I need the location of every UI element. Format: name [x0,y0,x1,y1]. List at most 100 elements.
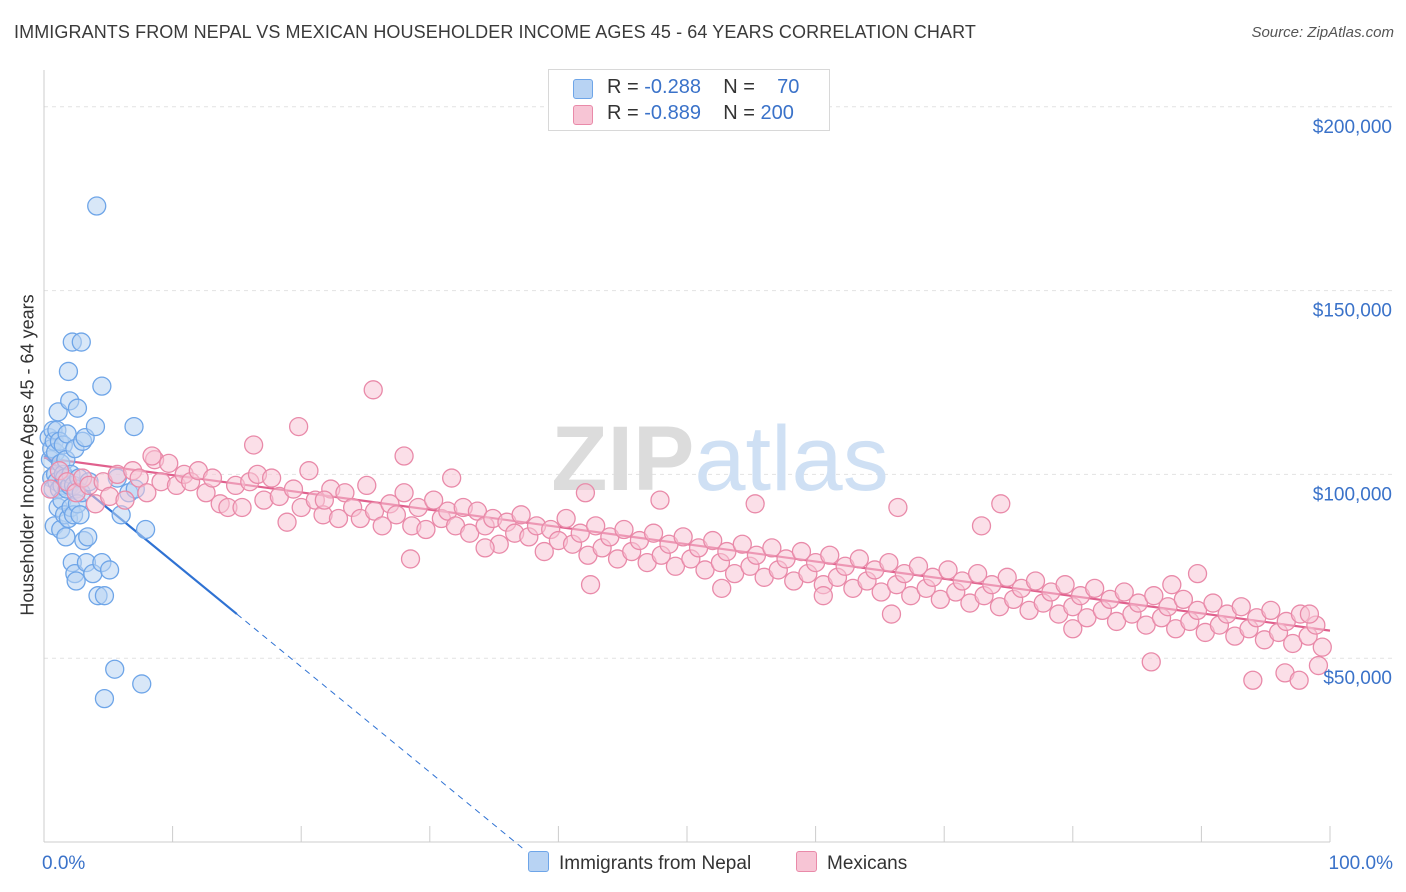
mexican-point [908,556,929,576]
mexican-point [1085,578,1105,598]
mexican-point [1144,586,1164,606]
nepal-point [94,688,115,709]
mexican-point [991,494,1011,514]
mexican-point [1025,571,1046,591]
nepal-point [58,361,79,382]
bottom-legend-mexicans: Mexicans [796,851,907,875]
mexican-point [650,490,670,510]
mexican-point [665,556,686,576]
mexican-point [1283,633,1303,654]
nepal-point [85,416,106,437]
mexican-point [363,380,383,400]
nepal-point [135,519,156,540]
mexican-point [967,563,988,584]
mexican-point [400,549,421,569]
mexican-point [416,519,436,540]
mexican-point [776,549,796,569]
nepal-point [70,505,90,525]
legend-r-value-nepal: -0.288 [644,76,701,98]
mexican-point [575,483,596,503]
mexican-point [732,534,752,554]
mexican-point [232,497,252,518]
x-tick-label-min: 0.0% [42,853,85,874]
nepal-point [94,586,115,606]
mexican-point [261,468,282,488]
mexican-point [1063,619,1083,639]
legend-n-value-mexicans: 200 [760,102,794,124]
mexican-point [283,479,304,499]
mexican-point [1299,604,1320,624]
nepal-point [92,376,112,396]
mexican-point [643,523,664,543]
stats-legend: R = -0.288 N = 70 R = -0.889 N = 200 [548,69,830,131]
mexican-point [971,516,992,536]
mexican-point [922,567,943,587]
mexican-point [1077,608,1097,628]
mexican-point [299,461,319,481]
mexican-point [1128,593,1149,613]
legend-r-value-mexicans: -0.889 [644,102,701,124]
mexican-point [1203,593,1223,613]
mexican-point [314,490,334,510]
nepal-point [78,527,98,547]
mexican-point [288,416,309,437]
mexican-point [849,549,869,569]
y-tick-label: $50,000 [1323,668,1392,689]
mexican-point [1231,597,1251,617]
mexican-point [277,512,297,532]
mexican-point [424,490,444,510]
nepal-point [67,398,88,418]
mexican-point [580,575,601,595]
mexican-point [1136,615,1156,635]
mexican-point [1114,582,1134,602]
mexican-point [703,530,723,551]
nepal-point [71,332,91,352]
mexican-point [1187,563,1208,584]
mexican-point [408,497,428,518]
nepal-point [124,416,144,437]
mexican-point [1141,652,1161,672]
mexican-point [938,560,958,580]
mexican-point [570,523,590,543]
mexican-point [1187,600,1208,621]
mexican-point [137,483,157,503]
legend-n-label-nepal: N = [723,76,755,98]
nepal-point [99,560,120,580]
legend-r-label-nepal: R = [607,76,639,98]
mexican-point [159,453,179,474]
mexican-point [695,560,715,580]
mexican-point [40,479,61,499]
nepal-point [105,659,125,679]
mexican-point [888,497,908,518]
nepal-trendline-extension [236,613,527,852]
mexican-point [534,541,554,562]
mexican-point [901,586,921,606]
legend-n-label-mexicans: N = [723,102,755,124]
mexican-point [1106,611,1127,632]
mexican-point [115,490,135,510]
bottom-legend-label-mexicans: Mexicans [827,853,908,874]
mexican-point [762,538,782,558]
mexican-point [1312,637,1332,657]
mexican-point [952,571,972,591]
mexican-point [1308,655,1329,676]
mexican-point [586,516,606,536]
mexican-point [556,508,576,529]
x-tick-label-max: 100.0% [1329,853,1394,874]
mexican-point [1173,589,1194,610]
nepal-point [87,196,107,216]
bottom-legend-swatch-nepal [528,851,549,872]
chart-source: Source: ZipAtlas.com [1251,24,1394,41]
mexican-point [1158,597,1178,617]
mexican-point [243,435,264,455]
mexican-point [930,589,950,610]
mexican-point [813,586,833,606]
mexican-point [746,545,767,565]
nepal-point [132,674,152,694]
mexican-point [1261,600,1281,621]
nepal-point [56,527,76,547]
mexican-point [511,505,531,525]
mexican-point [791,541,812,562]
nepal-point [66,571,86,591]
